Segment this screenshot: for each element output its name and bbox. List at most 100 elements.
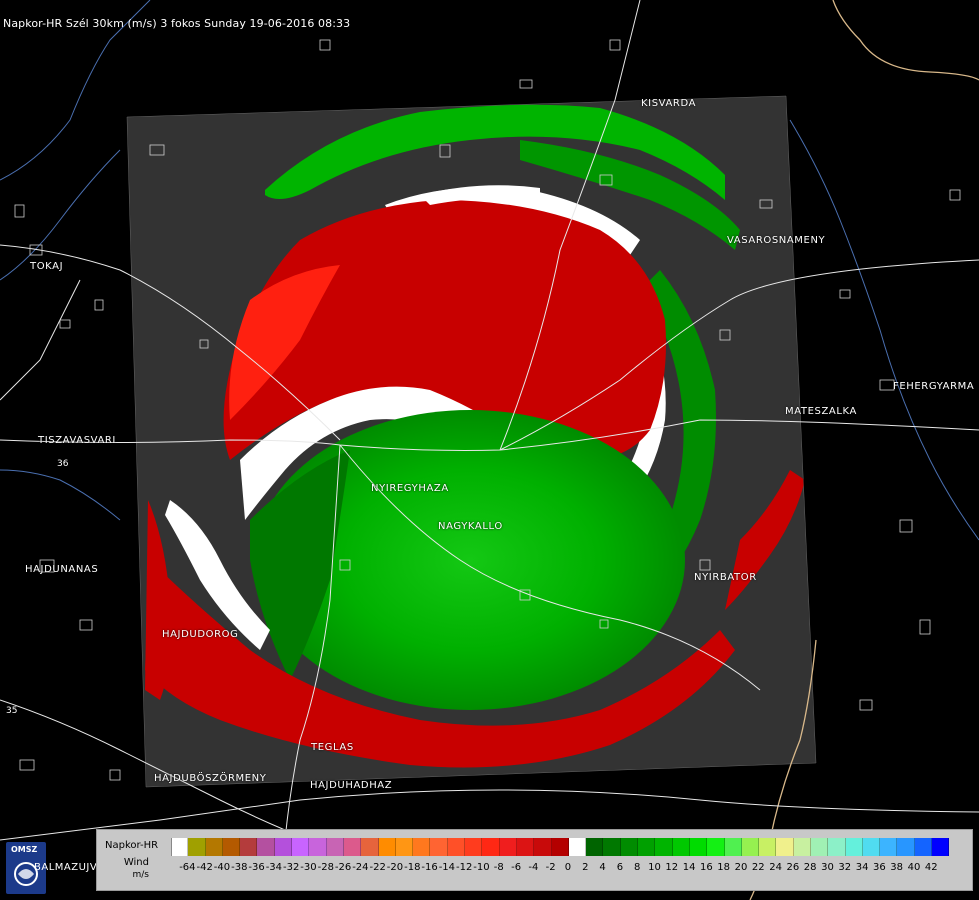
- legend-swatch: [707, 838, 725, 856]
- legend-swatch: [326, 838, 344, 856]
- legend-swatch: [880, 838, 898, 856]
- road-number-36: 36: [57, 459, 69, 469]
- legend-swatch: [378, 838, 396, 856]
- legend-swatch: [638, 838, 656, 856]
- legend-swatch: [465, 838, 483, 856]
- legend-swatch: [689, 838, 708, 856]
- town-nyirbator: NYIRBATOR: [694, 572, 757, 583]
- legend-tick: -16: [421, 862, 438, 873]
- legend-swatch: [188, 838, 206, 856]
- legend-swatch: [620, 838, 639, 856]
- legend-tick: 2: [582, 862, 589, 873]
- legend-tick: 20: [734, 862, 748, 873]
- echo-red-southeast: [725, 470, 805, 610]
- legend-tick: 38: [890, 862, 904, 873]
- town-balmazujvaros: BALMAZUJVAROS: [34, 862, 127, 873]
- legend-swatch: [914, 838, 933, 856]
- legend-swatch: [534, 838, 552, 856]
- legend-radar-name: Napkor-HR: [105, 840, 159, 851]
- legend-swatch: [240, 838, 258, 856]
- legend-tick: 40: [907, 862, 921, 873]
- legend-tick: 26: [786, 862, 800, 873]
- legend-swatch: [499, 838, 517, 856]
- legend-quantity: Wind: [123, 857, 149, 868]
- legend-tick: -30: [300, 862, 317, 873]
- legend-tick: 42: [924, 862, 938, 873]
- legend-swatch: [274, 838, 293, 856]
- legend-ticks: -64 -42 -40 -38 -36 -34 -32 -30 -28 -26 -24 -22 -20-…: [177, 862, 973, 876]
- legend-tick: -64: [179, 862, 196, 873]
- legend-swatch: [862, 838, 881, 856]
- legend-tick: -22: [369, 862, 386, 873]
- echo-red-north: [223, 200, 667, 460]
- legend-swatch: [932, 838, 950, 856]
- legend-swatch: [776, 838, 794, 856]
- legend-swatch: [430, 838, 448, 856]
- legend-tick: -28: [317, 862, 334, 873]
- legend-swatch: [603, 838, 621, 856]
- echo-green-north: [265, 104, 725, 200]
- legend-swatch: [586, 838, 604, 856]
- town-tokaj: TOKAJ: [30, 261, 64, 272]
- legend-tick: -20: [386, 862, 404, 873]
- page-title: Napkor-HR Szél 30km (m/s) 3 fokos Sunday…: [3, 17, 351, 30]
- logo-text: OMSZ: [11, 845, 38, 854]
- town-tiszavasvari: TISZAVASVARI: [38, 435, 116, 446]
- legend-tick: -34: [265, 862, 283, 873]
- legend-tick: -12: [456, 862, 473, 873]
- town-hajdunanas: HAJDUNANAS: [25, 564, 99, 575]
- legend-swatch: [810, 838, 829, 856]
- legend-swatch: [309, 838, 327, 856]
- legend-swatch: [343, 838, 362, 856]
- river: [0, 0, 151, 181]
- town-hajduboszormeny: HAJDUBÖSZÖRMENY: [154, 773, 267, 784]
- legend-tick: 6: [616, 862, 624, 873]
- legend-tick: -2: [545, 862, 556, 873]
- legend-tick: -6: [511, 862, 522, 873]
- town-hajduhadhaz: HAJDUHADHAZ: [310, 780, 393, 791]
- legend-tick: 22: [751, 862, 765, 873]
- legend-swatch: [171, 838, 189, 856]
- legend-swatch: [292, 838, 310, 856]
- legend-swatch: [655, 838, 673, 856]
- radar-echoes: [145, 104, 805, 768]
- echo-green-core: [255, 410, 685, 710]
- legend-tick: -42: [196, 862, 213, 873]
- legend-swatch: [482, 838, 500, 856]
- legend-tick: -38: [231, 862, 248, 873]
- legend-swatch: [516, 838, 535, 856]
- legend-tick: -14: [438, 862, 456, 873]
- legend-tick: 24: [769, 862, 782, 873]
- legend-swatch: [413, 838, 431, 856]
- legend-swatch: [361, 838, 379, 856]
- echo-white-sw: [165, 500, 270, 650]
- legend-swatch: [741, 838, 760, 856]
- legend-swatch: [447, 838, 466, 856]
- legend-swatch: [551, 838, 569, 856]
- legend-tick: -10: [473, 862, 490, 873]
- town-mateszalka: MATESZALKA: [785, 406, 857, 417]
- legend-tick: -36: [248, 862, 265, 873]
- echo-green-north-2: [520, 140, 740, 250]
- legend-tick: -8: [493, 862, 504, 873]
- river: [0, 469, 121, 521]
- town-kisvarda: KISVARDA: [641, 98, 697, 109]
- legend-swatch: [828, 838, 846, 856]
- legend-swatch: [793, 838, 811, 856]
- legend-tick: 32: [838, 862, 852, 873]
- legend-swatch: [897, 838, 915, 856]
- legend-tick: 14: [682, 862, 696, 873]
- river: [0, 149, 121, 281]
- town-fehergyarmat: FEHERGYARMA: [893, 381, 975, 392]
- legend-swatch: [845, 838, 863, 856]
- legend-swatch: [724, 838, 742, 856]
- legend-tick: 18: [717, 862, 731, 873]
- legend-swatches: [171, 838, 950, 856]
- echo-green-dark-west: [250, 450, 350, 680]
- legend-swatch: [205, 838, 223, 856]
- town-hajdudorog: HAJDUDOROG: [162, 629, 239, 640]
- legend-swatch: [672, 838, 690, 856]
- legend-tick: -26: [334, 862, 352, 873]
- legend-swatch: [568, 838, 587, 856]
